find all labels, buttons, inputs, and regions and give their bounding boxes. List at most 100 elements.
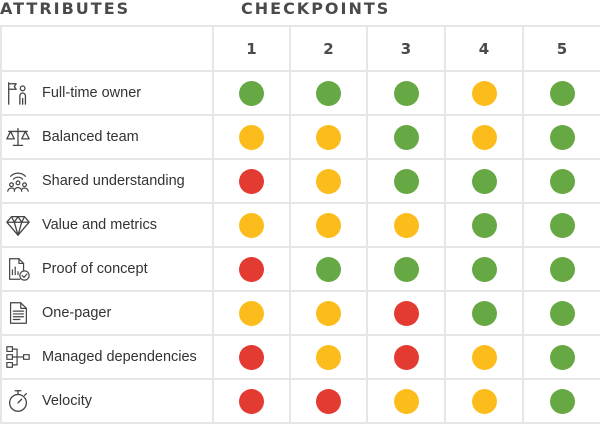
status-grid: 1 2 3 4 5 Full-time owner Balanced team Sh… (0, 25, 600, 424)
attribute-cell: Managed dependencies (0, 334, 214, 380)
checkpoint-cell (522, 202, 600, 248)
flag-person-icon (4, 79, 32, 107)
checkpoint-cell (289, 202, 368, 248)
checkpoint-cell (289, 334, 368, 380)
table-row: Shared understanding (0, 158, 600, 204)
checkpoint-cell (366, 158, 446, 204)
status-dot-yellow (239, 300, 264, 326)
checkpoint-number: 4 (444, 25, 524, 72)
status-dot-red (239, 388, 264, 414)
status-dot-green (471, 256, 497, 282)
status-dot-yellow (393, 388, 419, 414)
checkpoint-cell (444, 158, 524, 204)
diamond-icon (4, 211, 32, 239)
status-dot-green (316, 256, 341, 282)
status-dot-yellow (239, 124, 264, 150)
status-dot-green (471, 212, 497, 238)
checkpoint-cell (366, 378, 446, 424)
attribute-cell: Full-time owner (0, 70, 214, 116)
status-dot-green (549, 300, 575, 326)
attribute-cell: Balanced team (0, 114, 214, 160)
status-dot-green (316, 80, 341, 106)
checkpoint-cell (366, 246, 446, 292)
checkpoint-cell (289, 378, 368, 424)
checkpoint-cell (522, 290, 600, 336)
checkpoint-cell (366, 114, 446, 160)
attribute-cell: Shared understanding (0, 158, 214, 204)
scale-icon (4, 123, 32, 151)
checkpoint-cell (366, 70, 446, 116)
checkpoints-header: CHECKPOINTS (241, 0, 391, 18)
status-dot-yellow (471, 80, 497, 106)
attribute-label: Shared understanding (42, 173, 185, 189)
table-row: Value and metrics (0, 202, 600, 248)
status-dot-green (549, 80, 575, 106)
checkpoint-cell (522, 114, 600, 160)
checkpoint-cell (444, 334, 524, 380)
attribute-label: Full-time owner (42, 85, 142, 101)
status-dot-green (471, 168, 497, 194)
group-signal-icon (4, 167, 32, 195)
checkpoint-cell (212, 158, 291, 204)
status-dot-yellow (316, 168, 341, 194)
status-dot-green (393, 168, 419, 194)
attribute-label: Managed dependencies (42, 349, 197, 365)
checkpoint-cell (289, 246, 368, 292)
stopwatch-icon (4, 387, 32, 415)
checkpoint-cell (212, 334, 291, 380)
table-row: Velocity (0, 378, 600, 424)
status-dot-red (239, 344, 264, 370)
checkpoint-cell (522, 158, 600, 204)
status-dot-green (393, 124, 419, 150)
status-dot-yellow (471, 344, 497, 370)
checkpoint-number: 5 (522, 25, 600, 72)
status-dot-red (316, 388, 341, 414)
table-row: Full-time owner (0, 70, 600, 116)
table-row: Managed dependencies (0, 334, 600, 380)
status-dot-yellow (393, 212, 419, 238)
status-dot-green (239, 80, 264, 106)
status-dot-yellow (239, 212, 264, 238)
checkpoint-cell (444, 114, 524, 160)
status-dot-red (239, 168, 264, 194)
attribute-label: Balanced team (42, 129, 139, 145)
checkpoint-cell (289, 70, 368, 116)
attribute-label: Proof of concept (42, 261, 148, 277)
checkpoint-cell (289, 158, 368, 204)
checkpoint-cell (444, 202, 524, 248)
checkpoint-cell (366, 202, 446, 248)
checkpoint-cell (522, 378, 600, 424)
status-dot-red (393, 344, 419, 370)
document-chart-check-icon (4, 255, 32, 283)
document-lines-icon (4, 299, 32, 327)
status-dot-yellow (316, 344, 341, 370)
attribute-cell: One-pager (0, 290, 214, 336)
attribute-cell: Proof of concept (0, 246, 214, 292)
checkpoint-cell (212, 246, 291, 292)
status-dot-green (549, 344, 575, 370)
checkpoint-cell (522, 334, 600, 380)
table-row: One-pager (0, 290, 600, 336)
attribute-cell: Velocity (0, 378, 214, 424)
status-dot-yellow (316, 300, 341, 326)
status-dot-yellow (471, 124, 497, 150)
checkpoint-cell (522, 70, 600, 116)
attributes-header: ATTRIBUTES (0, 0, 131, 18)
checkpoint-cell (444, 290, 524, 336)
checkpoint-cell (444, 246, 524, 292)
checkpoint-number: 2 (289, 25, 368, 72)
checkpoint-cell (212, 114, 291, 160)
checkpoint-cell (366, 334, 446, 380)
status-dot-green (549, 212, 575, 238)
checkpoint-cell (289, 290, 368, 336)
table-row: Balanced team (0, 114, 600, 160)
status-dot-green (549, 256, 575, 282)
checkpoint-cell (366, 290, 446, 336)
status-dot-green (549, 124, 575, 150)
checkpoint-cell (212, 70, 291, 116)
checkpoint-number: 1 (212, 25, 291, 72)
status-dot-yellow (316, 212, 341, 238)
status-dot-yellow (316, 124, 341, 150)
status-dot-green (549, 168, 575, 194)
